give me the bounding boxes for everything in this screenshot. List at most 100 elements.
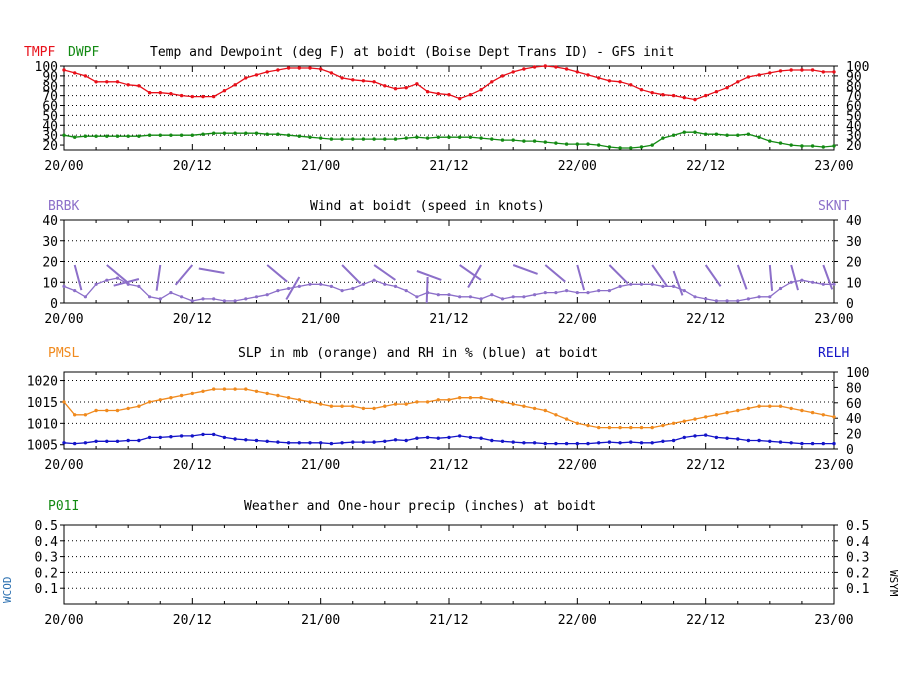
pmsl-point: [147, 400, 152, 404]
pmsl-point: [757, 404, 761, 408]
dwpf-point: [329, 137, 334, 141]
tmpf-point: [158, 91, 162, 95]
brbk-label: BRBK: [48, 199, 79, 214]
y-tick-label-right: 80: [846, 80, 862, 95]
panel3-title: SLP in mb (orange) and RH in % (blue) at…: [238, 346, 598, 361]
pmsl-point: [661, 423, 665, 428]
dwpf-point: [244, 131, 248, 135]
sknt-point: [597, 289, 601, 293]
relh-point: [607, 440, 612, 444]
tmpf-point: [575, 70, 579, 74]
pmsl-point: [597, 425, 601, 430]
wind-barb: [544, 264, 566, 283]
y-tick-label-right: 40: [846, 412, 862, 427]
wind-barb: [425, 276, 429, 304]
sknt-point: [137, 284, 141, 288]
x-tick-label: 20/00: [44, 458, 83, 473]
relh-label: RELH: [818, 346, 849, 361]
y-tick-label-right: 100: [846, 366, 869, 381]
sknt-point: [404, 289, 408, 293]
dwpf-point: [586, 142, 590, 146]
y-tick-label-left: 10: [42, 276, 58, 291]
relh-point: [789, 441, 793, 445]
pmsl-point: [736, 408, 740, 413]
sknt-point: [126, 282, 130, 286]
pmsl-point: [682, 419, 686, 423]
pmsl-point: [800, 408, 804, 413]
dwpf-point: [212, 131, 216, 135]
y-tick-label-right: 20: [846, 139, 862, 154]
sknt-point: [522, 295, 526, 299]
dwpf-point: [671, 133, 676, 137]
pmsl-point: [810, 410, 815, 415]
sknt-point: [148, 295, 152, 299]
pmsl-point: [83, 413, 88, 417]
dwpf-point: [126, 134, 130, 138]
y-tick-label-left: 20: [42, 256, 58, 271]
tmpf-point: [768, 71, 772, 75]
sknt-point: [212, 297, 216, 301]
pmsl-series: [62, 387, 836, 430]
dwpf-point: [746, 132, 751, 136]
tmpf-point: [800, 68, 804, 72]
tmpf-series: [62, 64, 836, 102]
pmsl-point: [532, 406, 537, 411]
relh-point: [511, 440, 515, 444]
sknt-point: [821, 282, 825, 286]
pmsl-point: [126, 406, 130, 411]
sknt-point: [490, 293, 494, 297]
wind-barb: [113, 278, 140, 287]
x-tick-label: 20/00: [44, 312, 83, 327]
relh-point: [393, 438, 398, 442]
wind-barb: [373, 264, 396, 281]
tmpf-point: [789, 68, 793, 72]
wind-barb: [736, 264, 748, 290]
pmsl-point: [479, 396, 483, 400]
wind-barb: [672, 270, 684, 296]
tmpf-point: [83, 74, 88, 78]
pmsl-point: [319, 402, 323, 406]
sknt-point: [190, 299, 194, 303]
tmpf-point: [244, 76, 248, 80]
dwpf-point: [415, 135, 419, 139]
y-tick-label-left: 0.3: [35, 551, 58, 566]
x-tick-label: 21/12: [429, 613, 468, 628]
relh-point: [575, 441, 579, 446]
y-tick-label-left: 0.4: [35, 535, 59, 550]
tmpf-point: [94, 80, 98, 84]
dwpf-point: [233, 131, 237, 135]
x-tick-label: 21/12: [429, 458, 468, 473]
dwpf-point: [661, 136, 665, 140]
x-tick-label: 22/12: [686, 458, 725, 473]
relh-point: [94, 439, 98, 443]
tmpf-point: [126, 83, 130, 87]
pmsl-point: [404, 402, 408, 406]
pmsl-point: [650, 425, 654, 430]
tmpf-point: [714, 90, 719, 94]
tmpf-point: [543, 64, 547, 68]
sknt-point: [554, 291, 558, 295]
relh-point: [147, 435, 152, 440]
sknt-point: [607, 289, 612, 293]
x-tick-label: 22/00: [558, 312, 597, 327]
sknt-point: [351, 286, 355, 291]
x-tick-label: 20/12: [173, 613, 212, 628]
sknt-point: [94, 282, 98, 286]
pmsl-point: [297, 398, 301, 402]
dwpf-point: [704, 132, 708, 136]
y-tick-label-right: 20: [846, 256, 862, 271]
plots: 2030405060708090100203040506070809010020…: [27, 60, 870, 628]
sknt-point: [714, 299, 719, 303]
pmsl-point: [105, 408, 109, 413]
dwpf-point: [554, 141, 558, 145]
relh-point: [265, 439, 269, 443]
pmsl-point: [201, 389, 205, 393]
wind-barb: [790, 264, 799, 291]
tmpf-point: [468, 93, 473, 97]
x-tick-label: 20/00: [44, 613, 83, 628]
relh-point: [276, 440, 280, 444]
dwpf-point: [179, 133, 184, 137]
sknt-point: [629, 282, 633, 286]
tmpf-point: [693, 97, 697, 102]
wind-barb: [704, 264, 722, 287]
